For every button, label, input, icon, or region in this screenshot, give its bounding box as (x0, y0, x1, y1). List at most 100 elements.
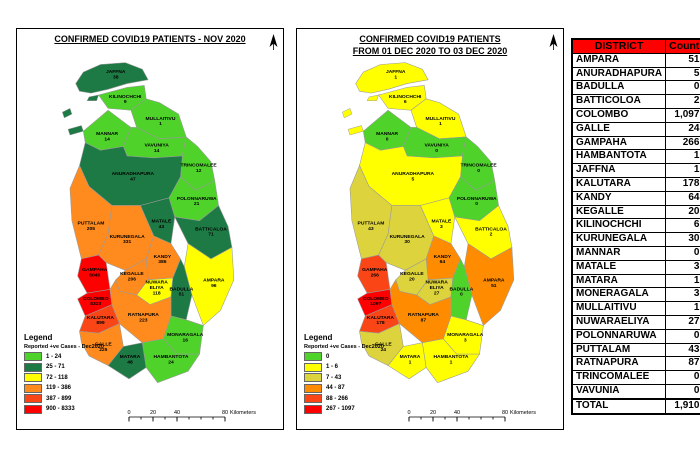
islet-shape (342, 108, 353, 119)
district-label: 1 (439, 121, 442, 127)
table-header-cell: DISTRICT (571, 38, 667, 54)
district-cell: MATARA (571, 273, 667, 289)
district-label: 0 (460, 292, 463, 298)
district-cell: MATALE (571, 259, 667, 275)
district-label: ELIYA (150, 285, 165, 291)
district-cell: NUWARAELIYA (571, 314, 667, 330)
islet-shape (347, 125, 364, 136)
district-cell: GAMPAHA (571, 135, 667, 151)
count-cell: 43 (665, 342, 700, 358)
count-cell: 24 (665, 121, 700, 137)
district-label: 0 (386, 136, 389, 142)
district-label: 1 (159, 121, 162, 127)
islet-shape (86, 94, 99, 101)
district-label: GALLE (95, 342, 112, 348)
table-row: GAMPAHA 266 (571, 135, 700, 151)
legend-label: 900 - 8333 (46, 406, 75, 412)
table-row: KEGALLE 20 (571, 204, 700, 220)
district-label: KEGALLE (400, 271, 424, 277)
table-row: RATNAPURA 87 (571, 356, 700, 372)
map-title-line: CONFIRMED COVID19 PATIENTS (359, 34, 501, 44)
district-label: 3 (464, 337, 467, 343)
district-label: RATNAPURA (408, 312, 439, 318)
legend-item: 267 - 1097 (304, 404, 384, 414)
district-label: MANNAR (376, 131, 398, 137)
scale-unit-label: Kilometers (230, 410, 256, 416)
district-label: KURUNEGALA (390, 234, 426, 240)
district-label: TRINCOMALEE (460, 162, 497, 168)
district-label: NUWARA (146, 280, 169, 286)
district-label: NUWARA (426, 280, 449, 286)
count-cell: 0 (665, 370, 700, 385)
legend-item: 7 - 43 (304, 373, 384, 382)
scale-tick-label: 80 (222, 410, 228, 416)
district-label: MATALE (152, 219, 173, 225)
table-header-row: DISTRICT Count (571, 38, 700, 54)
scale-tick-label: 40 (174, 410, 180, 416)
count-cell: 0 (665, 245, 700, 261)
district-cell: KEGALLE (571, 204, 667, 220)
scale-tick-label: 20 (150, 410, 156, 416)
district-matara (107, 342, 147, 380)
legend-title: Legend (24, 333, 53, 342)
district-label: GAMPAHA (82, 267, 108, 273)
district-matale (420, 197, 456, 245)
count-cell: 0 (665, 80, 700, 96)
legend-item: 0 (304, 352, 384, 361)
district-cell: MULLAITIVU (571, 301, 667, 316)
table-row: PUTTALAM 43 (571, 342, 700, 358)
district-label: 64 (440, 259, 446, 265)
scale-tick-label: 20 (430, 410, 436, 416)
count-cell: 0 (665, 328, 700, 344)
table-row: COLOMBO 1,097 (571, 107, 700, 123)
table-row: TOTAL 1,910 (571, 397, 700, 415)
district-label: KILINOCHCHI (109, 94, 142, 100)
legend-swatch (24, 352, 42, 361)
table-row: KANDY 64 (571, 190, 700, 206)
scale-bar: 0 20 40 80 Kilometers (127, 410, 256, 422)
table-row: JAFFNA 1 (571, 163, 700, 178)
table-row: POLONNARUWA 0 (571, 328, 700, 344)
district-label: 1097 (370, 301, 381, 307)
district-label: 96 (211, 283, 217, 289)
district-label: 206 (128, 276, 136, 282)
scale-tick-label: 0 (127, 410, 130, 416)
map-title-nov: CONFIRMED COVID19 PATIENTS - NOV 2020 (17, 34, 283, 46)
district-label: RATNAPURA (128, 312, 159, 318)
table-row: VAVUNIA 0 (571, 383, 700, 400)
district-label: 331 (123, 239, 131, 245)
legend-item: 1 - 6 (304, 362, 384, 372)
count-cell: 30 (665, 232, 700, 247)
district-label: COLOMBO (83, 296, 109, 302)
district-label: KURUNEGALA (110, 234, 146, 240)
legend-label: 44 - 87 (326, 385, 345, 391)
district-label: ANURADHAPURA (392, 171, 435, 177)
district-label: 0 (475, 201, 478, 207)
district-label: 386 (158, 259, 166, 265)
district-label: 266 (371, 273, 379, 279)
legend-item: 25 - 71 (24, 362, 104, 372)
legend-item: 44 - 87 (304, 383, 384, 393)
district-label: 6040 (89, 273, 100, 279)
district-label: AMPARA (483, 278, 505, 284)
district-label: TRINCOMALEE (180, 162, 217, 168)
district-cell: HAMBANTOTA (571, 149, 667, 165)
district-label: KALUTARA (87, 315, 114, 321)
district-label: 0 (435, 148, 438, 154)
district-label: KALUTARA (367, 315, 394, 321)
scale-bar: 0 20 40 80 Kilometers (407, 410, 536, 422)
district-label: KANDY (434, 254, 452, 260)
sri-lanka-map-nov: JAFFNA38KILINOCHCHI9MULLAITIVU1MANNAR14V… (62, 62, 235, 384)
district-label: BATTICALOA (195, 226, 227, 232)
district-hambantota (422, 338, 481, 384)
legend-dec: Legend Reported +ve Cases - Dec2020 0 1 -… (304, 333, 384, 415)
map-title-line: FROM 01 DEC 2020 TO 03 DEC 2020 (352, 45, 508, 56)
district-label: 0 (477, 168, 480, 174)
legend-item: 387 - 899 (24, 394, 104, 403)
district-label: 24 (168, 359, 174, 365)
legend-label: 387 - 899 (46, 395, 72, 402)
table-row: BATTICOLOA 2 (571, 94, 700, 109)
count-cell: 3 (665, 287, 700, 303)
district-matale (140, 197, 176, 245)
table-row: TRINCOMALEE 0 (571, 370, 700, 385)
